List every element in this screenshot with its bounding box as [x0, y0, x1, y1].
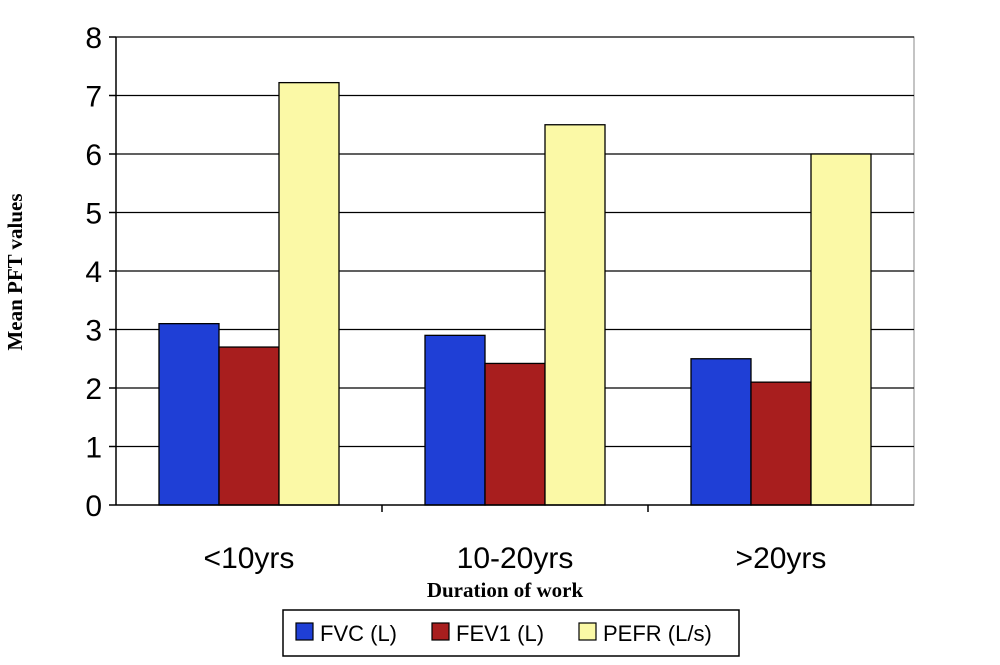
y-tick-label: 0 — [85, 490, 102, 523]
x-category-label: 10-20yrs — [457, 542, 574, 575]
axes — [109, 36, 914, 512]
legend-box — [282, 609, 740, 657]
bar — [218, 346, 280, 506]
y-tick-label: 7 — [85, 81, 102, 114]
x-axis-title: Duration of work — [427, 578, 584, 602]
legend: FVC (L) FEV1 (L) PEFR (L/s) — [282, 609, 740, 657]
y-axis-title: Mean PFT values — [3, 193, 27, 350]
y-tick-label: 2 — [85, 373, 102, 406]
bar — [810, 153, 872, 506]
y-tick-label: 4 — [85, 256, 102, 289]
bar — [690, 358, 752, 506]
legend-entry: FEV1 (L) — [456, 621, 544, 646]
bars — [158, 81, 872, 506]
x-category-labels: <10yrs 10-20yrs >20yrs — [204, 542, 827, 575]
y-tick-label: 1 — [85, 432, 102, 465]
y-tick-label: 6 — [85, 139, 102, 172]
bar — [158, 322, 220, 506]
y-tick-label: 3 — [85, 315, 102, 348]
bar — [484, 362, 546, 506]
x-category-label: >20yrs — [736, 542, 827, 575]
legend-entry: PEFR (L/s) — [603, 621, 712, 646]
x-category-label: <10yrs — [204, 542, 295, 575]
legend-entry: FVC (L) — [320, 621, 397, 646]
y-tick-label: 8 — [85, 22, 102, 55]
y-tick-label: 5 — [85, 198, 102, 231]
legend-swatch — [431, 622, 450, 641]
bar — [278, 81, 340, 506]
legend-swatch — [578, 622, 597, 641]
y-tick-labels: 0 1 2 3 4 5 6 7 8 — [85, 22, 102, 523]
bar — [544, 124, 606, 506]
bar — [424, 334, 486, 506]
legend-swatch — [295, 622, 314, 641]
bar — [750, 381, 812, 506]
